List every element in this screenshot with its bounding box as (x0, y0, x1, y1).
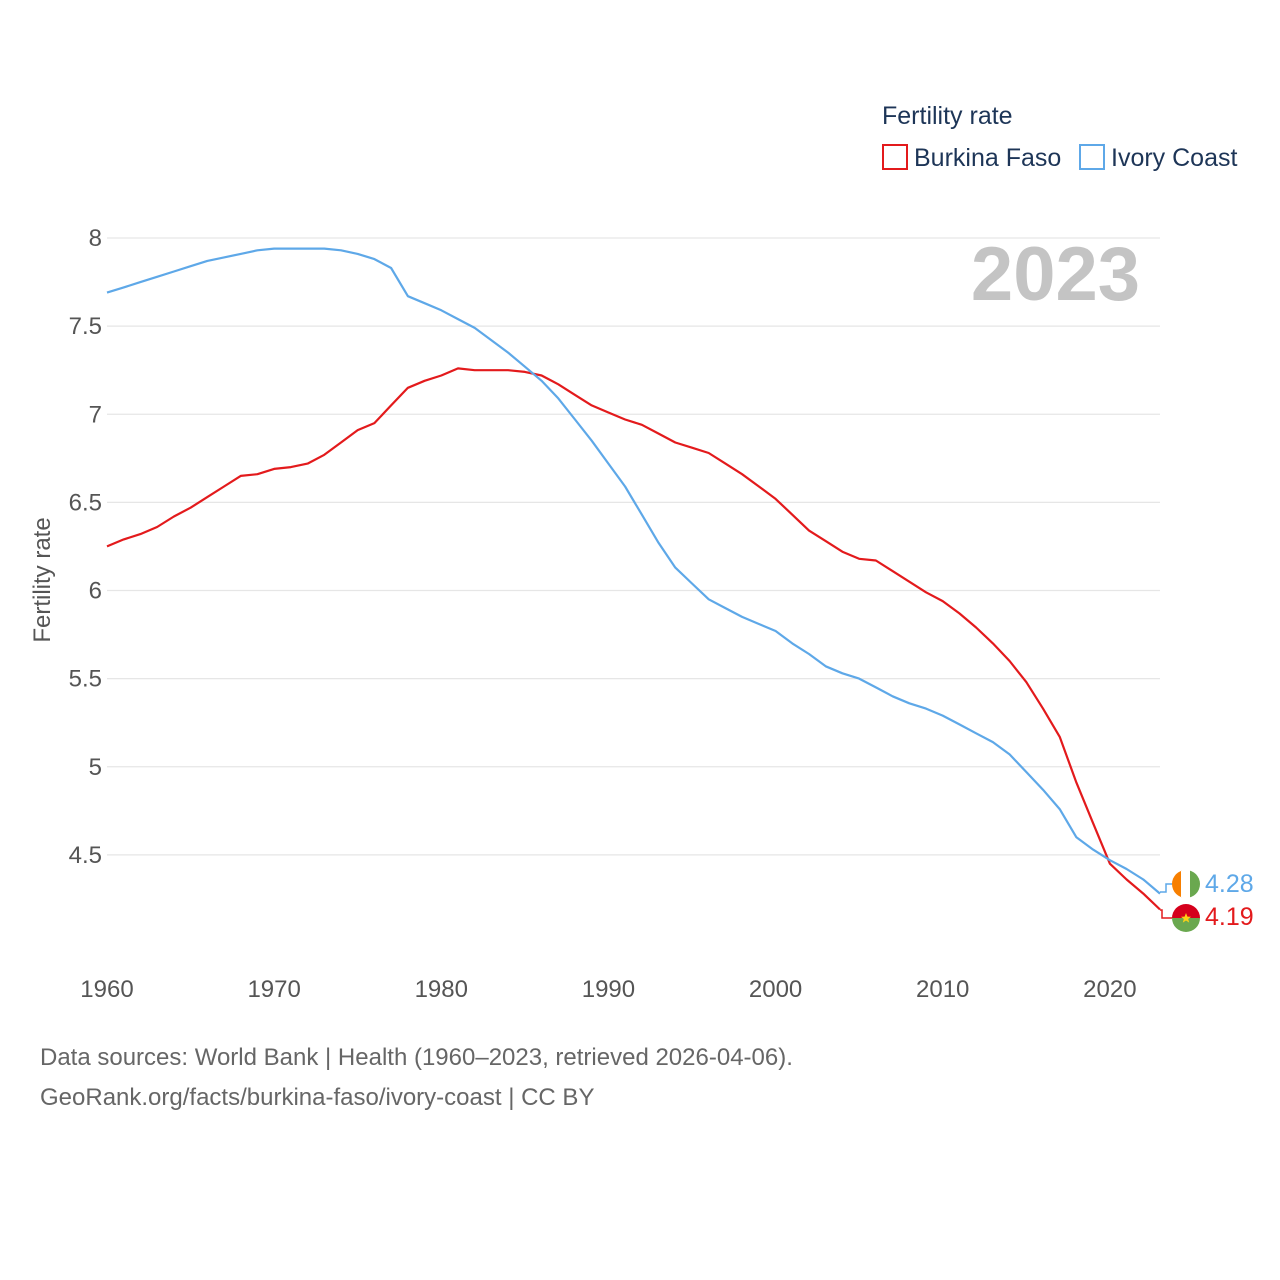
end-marker-burkina-faso: 4.19 (1160, 903, 1254, 932)
series-line-burkina-faso[interactable] (106, 367, 1161, 911)
y-tick-label: 5 (89, 754, 102, 781)
y-axis-label: Fertility rate (29, 517, 56, 642)
y-tick-label: 7.5 (69, 313, 102, 340)
legend-label-burkina-faso[interactable]: Burkina Faso (914, 144, 1061, 172)
x-tick-label: 1980 (415, 976, 468, 1003)
connector-ivory-coast (1160, 883, 1172, 893)
y-tick-label: 4.5 (69, 842, 102, 869)
y-tick-label: 5.5 (69, 666, 102, 693)
x-tick-label: 1960 (80, 976, 133, 1003)
end-label-ivory-coast: 4.28 (1205, 870, 1254, 898)
y-tick-label: 8 (89, 225, 102, 252)
legend-swatch-burkina-faso[interactable] (882, 144, 908, 170)
series-lines (106, 247, 1161, 911)
year-label: 2023 (971, 232, 1140, 317)
end-marker-ivory-coast: 4.28 (1160, 870, 1254, 898)
grid-lines (107, 237, 1160, 856)
x-tick-label: 2010 (916, 976, 969, 1003)
legend-label-ivory-coast[interactable]: Ivory Coast (1111, 144, 1237, 172)
series-line-ivory-coast[interactable] (106, 247, 1161, 895)
y-tick-label: 7 (89, 401, 102, 428)
footer-sources: Data sources: World Bank | Health (1960–… (40, 1044, 793, 1071)
footer-link[interactable]: GeoRank.org/facts/burkina-faso/ivory-coa… (40, 1084, 595, 1111)
x-tick-label: 1990 (582, 976, 635, 1003)
y-axis-ticks: 4.5 5 5.5 6 6.5 7 7.5 8 (69, 225, 102, 869)
x-tick-label: 1970 (247, 976, 300, 1003)
end-label-burkina-faso: 4.19 (1205, 903, 1254, 931)
connector-burkina-faso (1160, 909, 1172, 919)
x-axis-ticks: 1960 1970 1980 1990 2000 2010 2020 (80, 976, 1136, 1003)
legend: Fertility rate Burkina Faso Ivory Coast (882, 102, 1237, 172)
x-tick-label: 2000 (749, 976, 802, 1003)
ivory-coast-flag-icon (1172, 870, 1200, 898)
y-tick-label: 6 (89, 578, 102, 605)
burkina-faso-flag-icon (1172, 904, 1200, 932)
y-tick-label: 6.5 (69, 489, 102, 516)
legend-title: Fertility rate (882, 102, 1013, 130)
legend-swatch-ivory-coast[interactable] (1079, 144, 1105, 170)
x-tick-label: 2020 (1083, 976, 1136, 1003)
